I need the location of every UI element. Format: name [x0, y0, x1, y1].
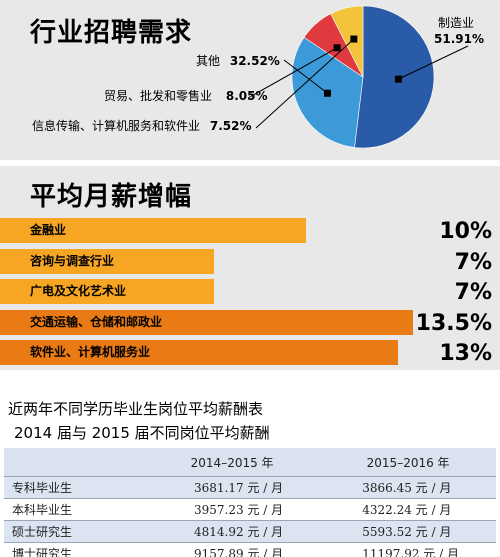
pie-slice-manufacturing — [354, 5, 435, 149]
pie-leader-other-marker — [323, 89, 331, 97]
table-cell-salary-2015: 4322.24 元 / 月 — [320, 498, 496, 521]
bar-value-label-1: 10% — [439, 219, 492, 244]
pie-label-other-name: 其他 — [196, 54, 221, 68]
pie-leader-trade-marker — [333, 44, 341, 52]
pie-value-trade: 8.05% — [225, 89, 268, 103]
bar-label-1: 金融业 — [30, 223, 67, 237]
table-cell-salary-2014: 4814.92 元 / 月 — [144, 520, 321, 543]
bar-value-label-3: 7% — [454, 280, 492, 305]
table-cell-degree: 专科毕业生 — [4, 476, 144, 499]
pie-section-title: 行业招聘需求 — [30, 18, 193, 48]
table-cell-degree: 博士研究生 — [4, 542, 144, 557]
table-title-line2: 2014 届与 2015 届不同岗位平均薪酬 — [14, 424, 270, 442]
pie-label-manufacturing-name: 制造业 — [438, 16, 475, 30]
bar-label-4: 交通运输、仓储和邮政业 — [30, 314, 163, 329]
pie-label-manufacturing: 制造业 — [438, 14, 474, 31]
pie-label-it-name: 信息传输、计算机服务和软件业 — [32, 119, 201, 133]
bar-label-2: 咨询与调查行业 — [30, 253, 115, 268]
pie-leader-it — [255, 38, 355, 129]
table-cell-salary-2015: 3866.45 元 / 月 — [320, 476, 496, 499]
table-cell-degree: 本科毕业生 — [4, 498, 144, 521]
table-row: 博士研究生 9157.89 元 / 月 11197.92 元 / 月 — [4, 542, 496, 557]
table-header-row: 2014–2015 年 2015–2016 年 — [4, 448, 496, 477]
table-cell-salary-2014: 3957.23 元 / 月 — [144, 498, 321, 521]
bar-2 — [0, 248, 214, 274]
table-title-line1: 近两年不同学历毕业生岗位平均薪酬表 — [8, 400, 264, 418]
table-row: 本科毕业生 3957.23 元 / 月 4322.24 元 / 月 — [4, 498, 496, 521]
pie-value-it: 7.52% — [209, 119, 252, 133]
bar-3 — [0, 279, 214, 304]
pie-value-manufacturing: 51.91% — [434, 32, 484, 46]
bar-value-label-2: 7% — [454, 249, 492, 275]
pie-label-it: 信息传输、计算机服务和软件业 7.52% — [32, 117, 251, 134]
bar-label-3: 广电及文化艺术业 — [30, 284, 127, 298]
table-cell-salary-2015: 5593.52 元 / 月 — [320, 520, 496, 543]
bar-value-label-5: 13% — [439, 341, 492, 366]
table-cell-salary-2014: 9157.89 元 / 月 — [144, 542, 321, 557]
bar-1 — [0, 218, 306, 243]
pie-chart — [247, 5, 469, 149]
pie-leader-manufacturing — [398, 45, 469, 80]
salary-table: 2014–2015 年 2015–2016 年 专科毕业生 3681.17 元 … — [4, 448, 496, 557]
table-header-cell — [4, 448, 144, 477]
bar-section-title: 平均月薪增幅 — [30, 182, 193, 212]
table-header-cell: 2015–2016 年 — [320, 448, 496, 477]
pie-label-other: 其他 32.52% — [196, 52, 280, 69]
pie-leader-manufacturing-marker — [394, 75, 402, 83]
pie-leader-it-marker — [350, 35, 358, 43]
pie-leader-trade — [247, 47, 338, 99]
bar-4 — [0, 309, 413, 335]
pie-slice-it — [330, 5, 364, 78]
pie-leader-other — [283, 59, 328, 94]
pie-label-trade-name: 贸易、批发和零售业 — [104, 89, 213, 103]
bar-value-label-4: 13.5% — [415, 310, 492, 336]
pie-value-other: 32.52% — [229, 54, 280, 68]
table-row: 硕士研究生 4814.92 元 / 月 5593.52 元 / 月 — [4, 520, 496, 543]
table-cell-degree: 硕士研究生 — [4, 520, 144, 543]
bar-label-5: 软件业、计算机服务业 — [30, 345, 151, 359]
table-cell-salary-2014: 3681.17 元 / 月 — [144, 476, 321, 499]
table-header-cell: 2014–2015 年 — [144, 448, 321, 477]
table-row: 专科毕业生 3681.17 元 / 月 3866.45 元 / 月 — [4, 476, 496, 499]
bar-5 — [0, 340, 398, 365]
table-cell-salary-2015: 11197.92 元 / 月 — [320, 542, 496, 557]
pie-label-trade: 贸易、批发和零售业 8.05% — [104, 87, 267, 104]
